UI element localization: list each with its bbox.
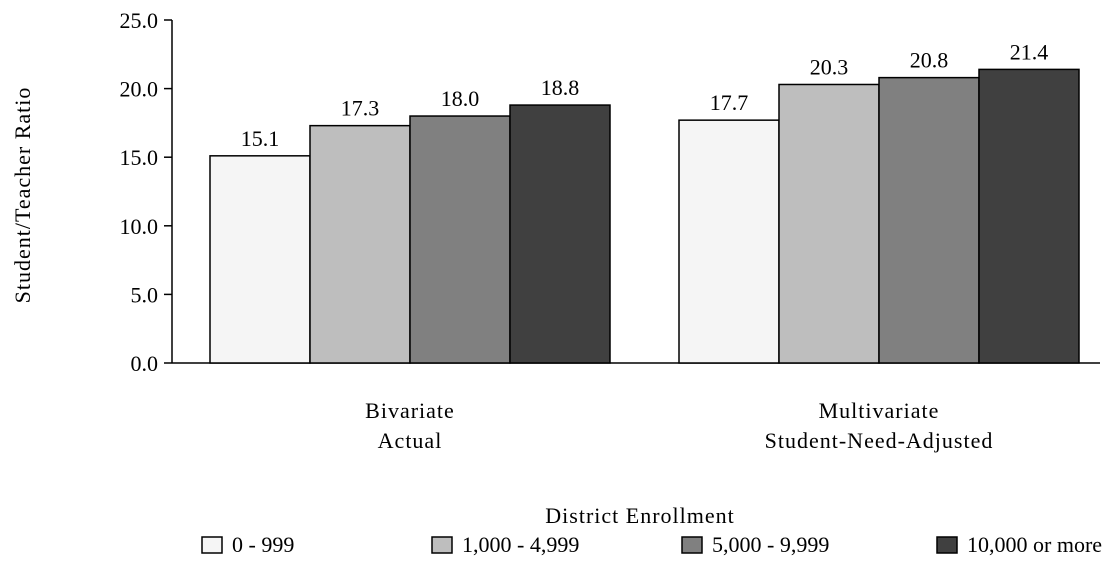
x-category-label: Student-Need-Adjusted xyxy=(765,428,994,453)
x-category-label: Multivariate xyxy=(819,398,940,423)
legend-swatch xyxy=(681,536,703,554)
data-label: 20.3 xyxy=(810,54,849,79)
data-label: 20.8 xyxy=(910,48,949,73)
legend-swatch xyxy=(431,536,453,554)
y-axis-title: Student/Teacher Ratio xyxy=(10,87,35,304)
legend-label: 1,000 - 4,999 xyxy=(462,532,579,557)
y-tick-label: 20.0 xyxy=(120,77,159,102)
x-category-label: Actual xyxy=(378,428,443,453)
data-label: 21.4 xyxy=(1010,39,1049,64)
data-label: 17.3 xyxy=(341,96,380,121)
bar xyxy=(309,124,411,364)
bar xyxy=(409,115,511,364)
data-label: 18.0 xyxy=(441,86,480,111)
data-label: 15.1 xyxy=(241,126,280,151)
bar xyxy=(778,83,880,364)
data-label: 18.8 xyxy=(541,75,580,100)
bar xyxy=(978,68,1080,364)
legend-label: 10,000 or more xyxy=(967,532,1102,557)
legend-swatch xyxy=(936,536,958,554)
data-label: 17.7 xyxy=(710,90,749,115)
legend-label: 0 - 999 xyxy=(232,532,294,557)
y-tick-label: 5.0 xyxy=(131,282,159,307)
legend-title: District Enrollment xyxy=(545,503,734,528)
y-tick-label: 0.0 xyxy=(131,351,159,376)
bar xyxy=(209,155,311,364)
bar xyxy=(509,104,611,364)
legend-label: 5,000 - 9,999 xyxy=(712,532,829,557)
y-tick-label: 25.0 xyxy=(120,8,159,33)
y-tick-label: 10.0 xyxy=(120,214,159,239)
legend-swatch xyxy=(201,536,223,554)
y-tick-label: 15.0 xyxy=(120,145,159,170)
bar xyxy=(678,119,780,364)
x-category-label: Bivariate xyxy=(365,398,455,423)
bar xyxy=(878,76,980,364)
